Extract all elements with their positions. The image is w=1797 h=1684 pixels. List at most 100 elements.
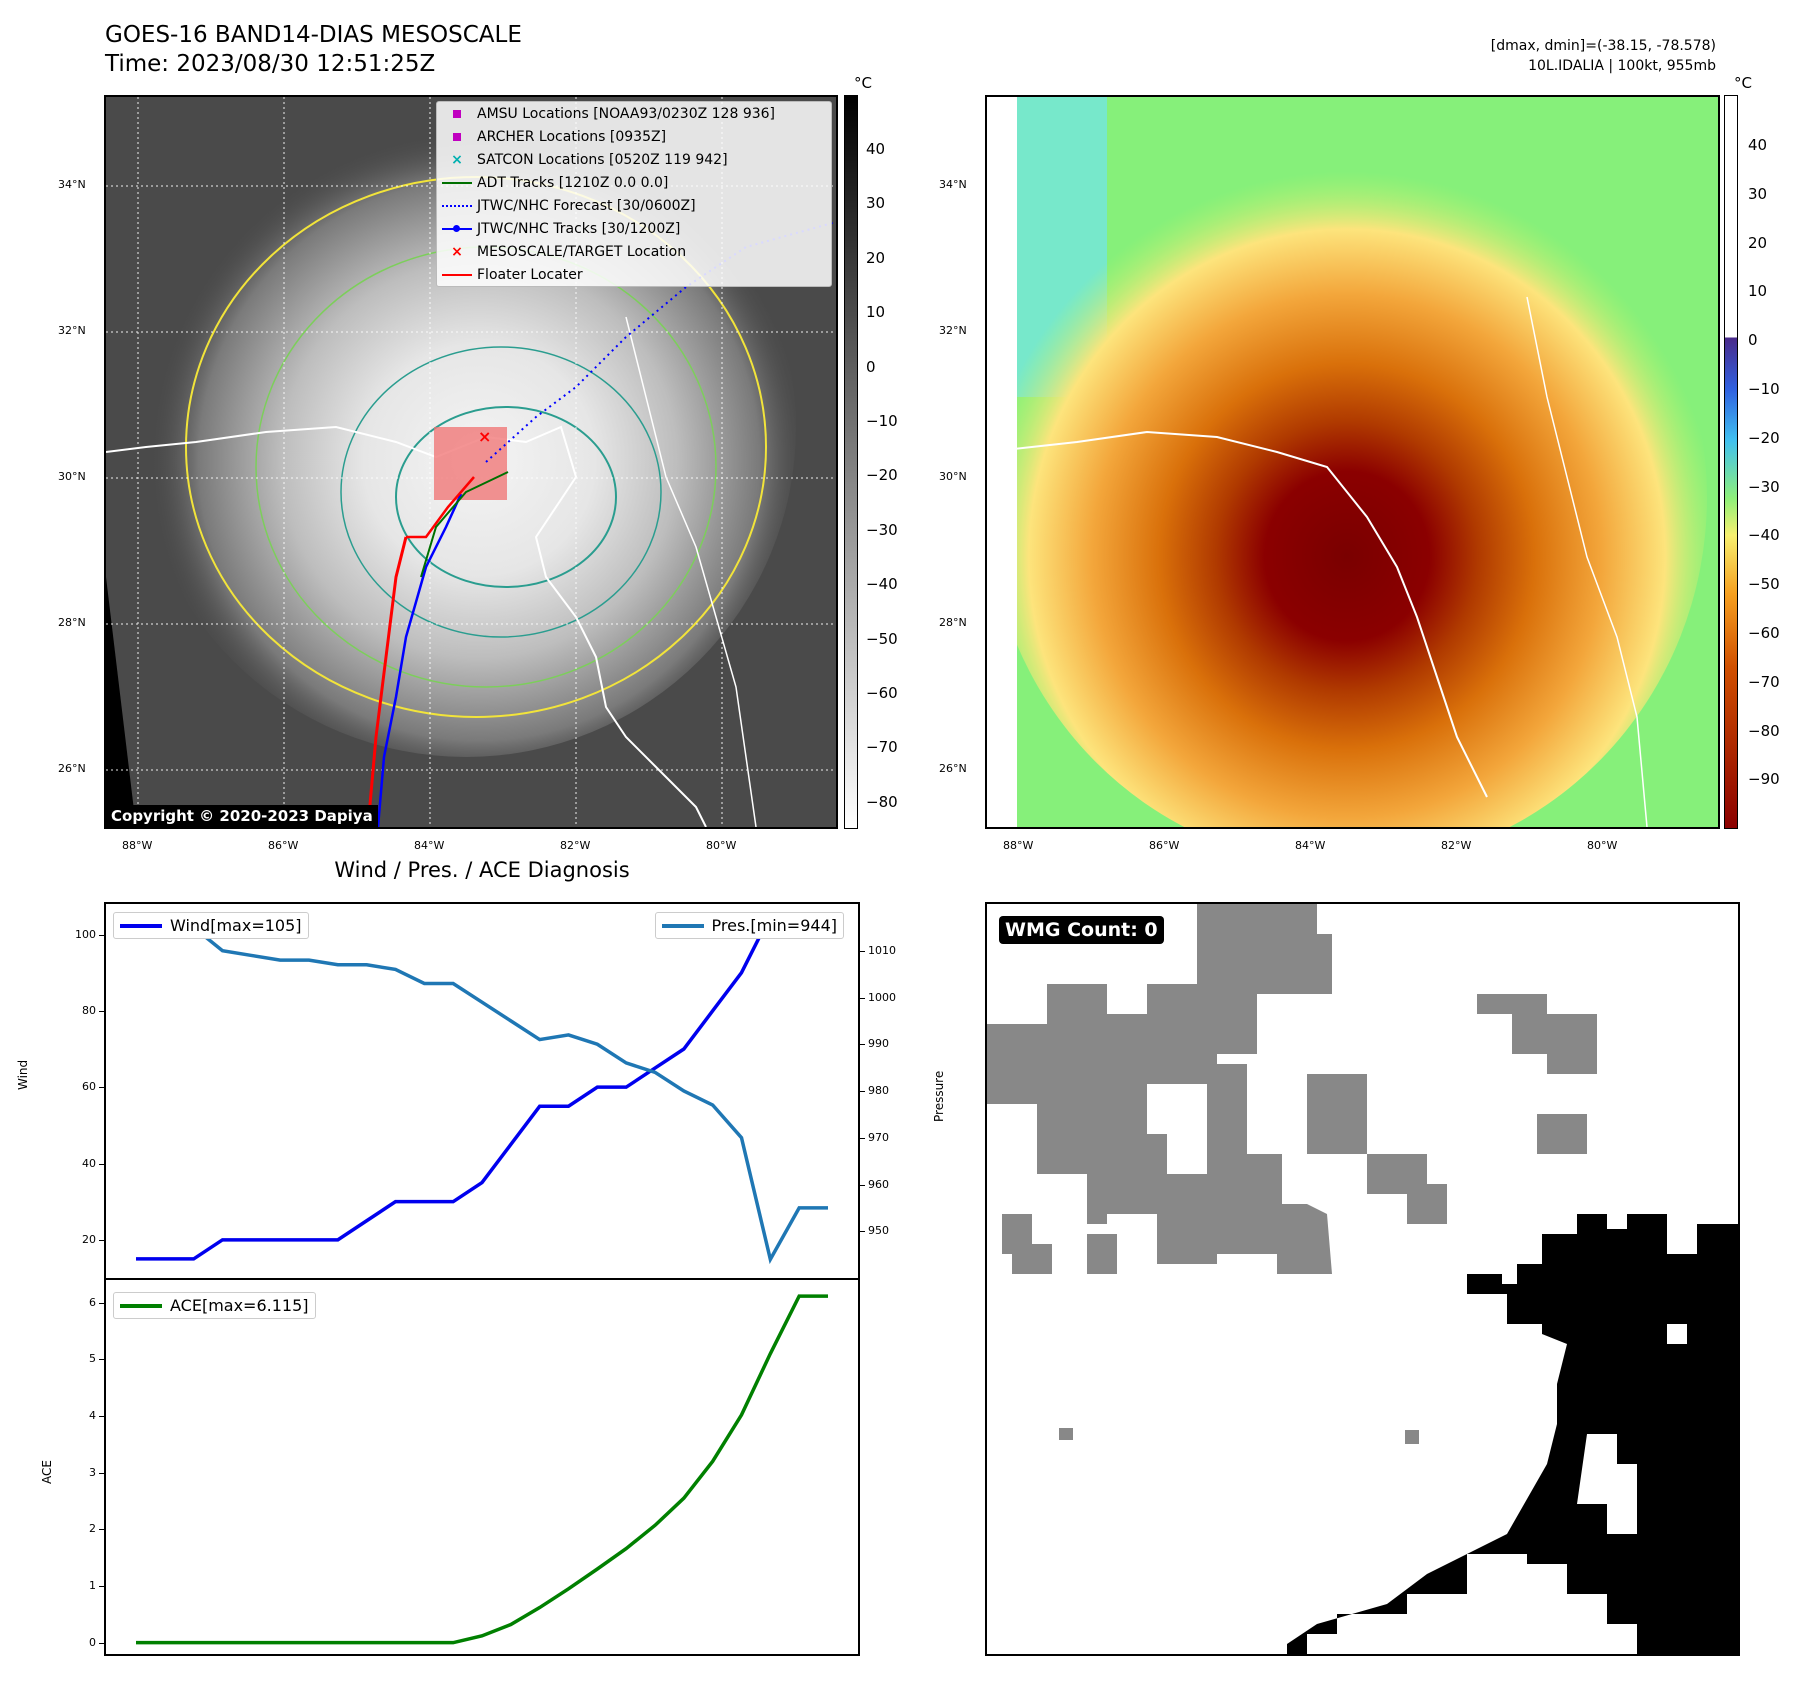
y2-tick-mark [860,1091,865,1092]
pressure-axis-label: Pressure [932,1070,946,1122]
colorbar-tick: −20 [1748,428,1780,447]
wmg-count-badge: WMG Count: 0 [999,916,1164,944]
lat-label: 26°N [58,762,86,775]
y-tick-mark [99,1472,104,1474]
colorbar-tick: 10 [866,303,886,322]
y-tick-label: 40 [82,1156,96,1170]
lon-label: 84°W [414,839,445,852]
diagnosis-title: Wind / Pres. / ACE Diagnosis [334,858,630,882]
y2-tick-label: 1000 [868,990,896,1004]
y-tick-mark [99,1359,104,1361]
legend-entry: × SATCON Locations [0520Z 119 942] [437,148,831,171]
ace-chart: ACE[max=6.115] [104,1278,860,1656]
enhanced-map-panel [985,95,1720,829]
colorbar-tick: −10 [866,412,898,430]
figure-time: Time: 2023/08/30 12:51:25Z [105,51,436,77]
lat-label: 32°N [939,324,967,337]
colorbar-tick: −80 [1748,721,1780,740]
y2-tick-mark [860,1231,865,1233]
legend-marker [437,132,477,141]
legend-entry: Floater Locater [437,263,831,286]
y-tick-mark [99,1529,104,1531]
ace-legend-label: ACE[max=6.115] [170,1296,309,1315]
lon-label: 88°W [122,839,153,852]
legend-label: JTWC/NHC Tracks [30/1200Z] [477,220,681,237]
colorbar-tick: 30 [1748,184,1768,203]
colorbar-tick: −60 [866,684,898,702]
y-tick-mark [99,1586,104,1587]
lat-label: 34°N [939,178,967,191]
legend-entry: ADT Tracks [1210Z 0.0 0.0] [437,171,831,194]
colorbar-tick: −40 [866,575,898,594]
colorbar-tick: −70 [1748,672,1780,691]
y-tick-mark [99,1087,104,1089]
colorbar-tick: −50 [866,629,898,648]
ace-plot [136,1294,828,1645]
wind-legend: Wind[max=105] [113,912,309,939]
lat-label: 30°N [939,470,967,483]
y2-tick-label: 980 [868,1084,889,1097]
legend-entry: ARCHER Locations [0935Z] [437,125,831,148]
y2-tick-label: 970 [868,1130,889,1144]
y-tick-mark [99,934,104,936]
lon-label: 88°W [1003,839,1034,852]
colorbar-tick: 10 [1748,282,1768,301]
colorbar-tick: 40 [1748,136,1768,154]
legend-marker [437,109,477,118]
dmax-dmin-label: [dmax, dmin]=(-38.15, -78.578) [1490,38,1716,54]
enhanced-colorbar [1724,95,1738,829]
ir-map-panel: × AMSU Locations [NOAA93/0230Z 128 936] A… [104,95,838,829]
y2-tick-mark [860,1044,865,1046]
colorbar-tick: 20 [866,248,886,267]
y-tick-mark [99,1239,104,1241]
legend-marker [437,224,477,232]
svg-text:×: × [478,427,491,446]
storm-info-label: 10L.IDALIA | 100kt, 955mb [1528,58,1716,74]
colorbar-tick: 40 [866,140,886,158]
legend-entry: AMSU Locations [NOAA93/0230Z 128 936] [437,102,831,125]
wind-legend-label: Wind[max=105] [170,916,302,935]
y2-tick-label: 990 [868,1037,889,1051]
colorbar-tick: −70 [866,738,898,757]
y2-tick-label: 960 [868,1177,889,1191]
lat-label: 32°N [58,324,86,337]
colorbar-tick: −90 [1748,770,1780,789]
legend-marker [437,181,477,184]
lon-label: 80°W [1587,839,1618,852]
pressure-legend-label: Pres.[min=944] [711,916,837,935]
figure-title: GOES-16 BAND14-DIAS MESOSCALE [105,22,522,48]
colorbar-tick: −60 [1748,624,1780,642]
legend-label: AMSU Locations [NOAA93/0230Z 128 936] [477,105,776,122]
legend-entry: × MESOSCALE/TARGET Location [437,240,831,263]
y-tick-label: 1 [89,1579,96,1592]
colorbar-tick: −40 [1748,526,1780,545]
y-tick-label: 100 [75,927,96,941]
wmg-imagery [987,904,1738,1654]
colorbar-tick: 20 [1748,233,1768,252]
enhanced-map-imagery [987,97,1718,827]
legend-marker [437,273,477,276]
legend-marker: × [451,151,463,168]
lon-label: 86°W [1149,839,1180,852]
y-tick-label: 5 [89,1352,96,1366]
colorbar-tick: −10 [1748,380,1780,398]
y2-tick-label: 1010 [868,943,896,957]
y2-tick-mark [860,1137,865,1139]
colorbar-tick: 30 [866,194,886,213]
y-tick-label: 2 [89,1522,96,1536]
y-tick-label: 80 [82,1003,96,1017]
y-tick-mark [99,1302,104,1304]
ir-colorbar [844,95,858,829]
colorbar-tick: −30 [1748,477,1780,496]
y-tick-label: 20 [82,1232,96,1246]
ir-map-legend: AMSU Locations [NOAA93/0230Z 128 936] ARC… [436,101,832,287]
y-tick-label: 6 [89,1295,96,1309]
colorbar-tick: 0 [866,357,876,376]
series-line-1 [136,925,828,1265]
y-tick-mark [99,1642,104,1644]
copyright-label: Copyright © 2020-2023 Dapiya [106,805,378,827]
legend-label: ADT Tracks [1210Z 0.0 0.0] [477,174,669,191]
lon-label: 80°W [706,839,737,852]
wind-axis-label: Wind [16,1059,30,1090]
enhanced-colorbar-unit: °C [1734,74,1752,92]
